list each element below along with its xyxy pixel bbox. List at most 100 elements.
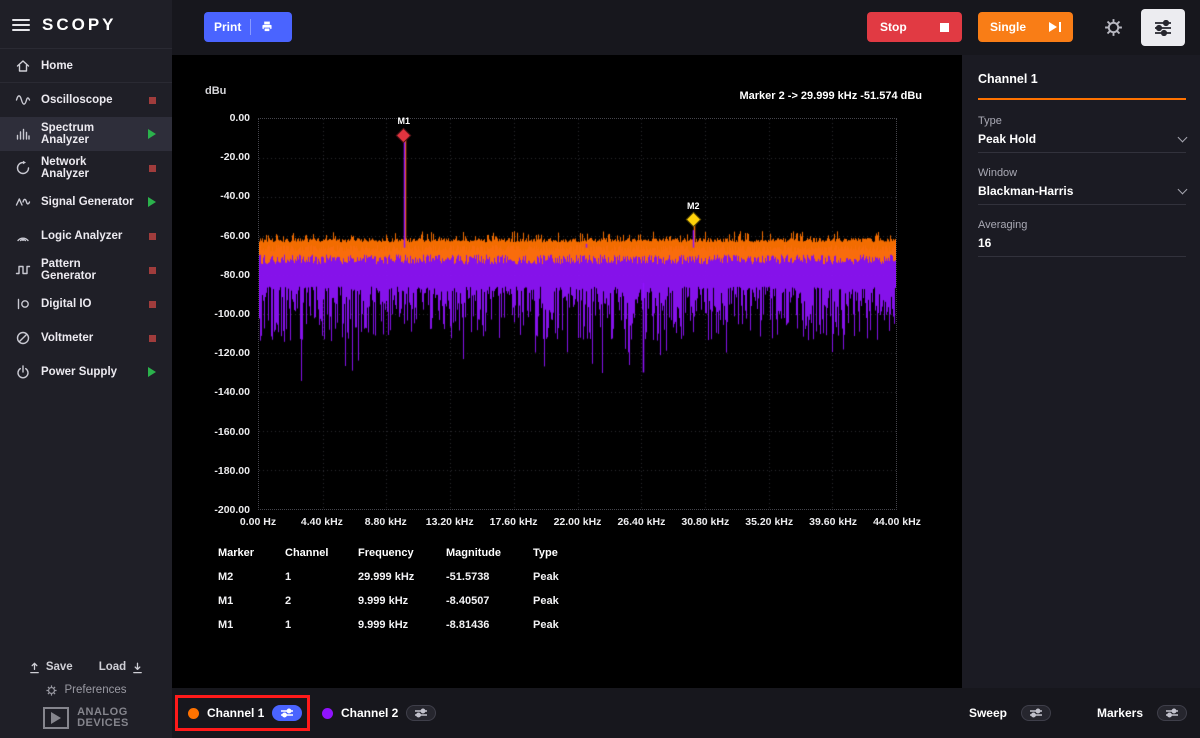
marker-table-header: Marker <box>218 547 255 559</box>
print-button[interactable]: Print <box>204 12 292 42</box>
sidebar-item-signal-generator[interactable]: Signal Generator <box>0 185 172 219</box>
sweep-label: Sweep <box>968 706 1007 720</box>
x-axis-tick-label: 39.60 kHz <box>809 516 858 528</box>
oscilloscope-icon <box>14 92 31 109</box>
adi-triangle-icon <box>43 707 70 730</box>
marker-table-cell: 9.999 kHz <box>358 595 409 607</box>
marker-readout: Marker 2 -> 29.999 kHz -51.574 dBu <box>739 90 922 102</box>
marker-table-row: M1 2 9.999 kHz -8.40507 Peak <box>218 589 593 613</box>
sidebar-item-label: Oscilloscope <box>41 94 113 106</box>
load-button[interactable]: Load <box>99 661 144 674</box>
settings-gear-button[interactable] <box>1103 17 1124 38</box>
type-select[interactable]: Peak Hold <box>978 132 1188 146</box>
x-axis-tick-label: 17.60 kHz <box>489 516 538 528</box>
scopy-logo: SCOPY <box>42 15 117 34</box>
x-axis-tick-label: 22.00 kHz <box>553 516 602 528</box>
marker-table-cell: 29.999 kHz <box>358 571 415 583</box>
markers-label: Markers <box>1096 706 1143 720</box>
chevron-down-icon <box>1177 184 1188 195</box>
type-label: Type <box>978 115 1002 127</box>
channel2-color-dot <box>322 707 333 719</box>
y-axis-tick-label: -160.00 <box>214 425 250 438</box>
stopped-square-icon[interactable] <box>146 300 158 308</box>
stopped-square-icon[interactable] <box>146 96 158 104</box>
marker-table-header: Type <box>533 547 558 559</box>
single-button[interactable]: Single <box>978 12 1073 42</box>
x-axis-tick-label: 13.20 kHz <box>425 516 474 528</box>
x-axis-tick-label: 26.40 kHz <box>617 516 666 528</box>
sidebar-home-label: Home <box>41 59 73 72</box>
marker-table-cell: Peak <box>533 571 559 583</box>
channel1-tab-underline <box>978 98 1186 100</box>
x-axis-tick-label: 30.80 kHz <box>681 516 730 528</box>
sliders-icon <box>1029 708 1042 718</box>
y-axis-tick-label: -40.00 <box>220 190 250 203</box>
averaging-input[interactable]: 16 <box>978 236 992 250</box>
channel1-settings-toggle[interactable] <box>272 705 303 721</box>
sweep-settings-toggle[interactable] <box>1020 705 1051 721</box>
y-axis-unit-label: dBu <box>205 85 227 97</box>
plot-area: dBu Marker 2 -> 29.999 kHz -51.574 dBu M… <box>172 55 962 688</box>
y-axis-tick-label: -200.00 <box>214 504 250 516</box>
marker-table-cell: 1 <box>285 571 292 583</box>
marker-table-cell: -51.5738 <box>446 571 490 583</box>
pattern-generator-icon <box>14 262 31 279</box>
channel1-tab[interactable]: Channel 1 <box>188 688 303 738</box>
stopped-square-icon[interactable] <box>146 266 158 274</box>
plot-frame <box>258 118 897 510</box>
running-play-icon[interactable] <box>146 129 158 139</box>
y-axis-tick-label: 0.00 <box>229 112 250 124</box>
sidebar-item-label: Voltmeter <box>41 332 94 344</box>
spectrum-plot-canvas[interactable] <box>259 119 896 509</box>
panel-toggle-button[interactable] <box>1141 9 1185 46</box>
averaging-label: Averaging <box>978 219 1028 231</box>
y-axis-tick-label: -20.00 <box>220 151 250 164</box>
marker-table-cell: M1 <box>218 619 234 631</box>
sidebar-item-label: Network Analyzer <box>41 156 89 180</box>
y-axis-tick-label: -180.00 <box>214 464 250 477</box>
sliders-icon <box>281 708 294 718</box>
sidebar-item-voltmeter[interactable]: Voltmeter <box>0 321 172 355</box>
running-play-icon[interactable] <box>146 197 158 207</box>
sidebar-item-digital-io[interactable]: Digital IO <box>0 287 172 321</box>
sidebar-item-power-supply[interactable]: Power Supply <box>0 355 172 389</box>
channel2-settings-toggle[interactable] <box>406 705 437 721</box>
preferences-button[interactable]: Preferences <box>0 680 172 701</box>
window-select[interactable]: Blackman-Harris <box>978 184 1188 198</box>
sidebar-item-spectrum-analyzer[interactable]: Spectrum Analyzer <box>0 117 172 151</box>
marker-table-row: M2 1 29.999 kHz -51.5738 Peak <box>218 565 593 589</box>
stopped-square-icon[interactable] <box>146 232 158 240</box>
y-axis-tick-label: -100.00 <box>214 308 250 320</box>
sidebar-item-home[interactable]: Home <box>0 49 172 83</box>
marker-table-cell: M2 <box>218 571 234 583</box>
running-play-icon[interactable] <box>146 367 158 377</box>
x-axis-tick-label: 44.00 kHz <box>873 516 921 528</box>
y-axis-tick-label: -80.00 <box>220 268 250 281</box>
marker-table-header: Channel <box>285 547 329 559</box>
sidebar-item-oscilloscope[interactable]: Oscilloscope <box>0 83 172 117</box>
x-axis-tick-label: 0.00 Hz <box>239 516 277 528</box>
sidebar-item-network-analyzer[interactable]: Network Analyzer <box>0 151 172 185</box>
voltmeter-icon <box>14 330 31 347</box>
menu-hamburger-icon[interactable] <box>12 19 30 31</box>
plot-marker-label: M1 <box>397 116 410 127</box>
marker-table-cell: M1 <box>218 595 234 607</box>
gear-icon <box>1105 19 1122 36</box>
marker-table-header: Magnitude <box>446 547 501 559</box>
sidebar-item-pattern-generator[interactable]: Pattern Generator <box>0 253 172 287</box>
marker-table-header: Frequency <box>358 547 414 559</box>
sliders-icon <box>1166 708 1178 718</box>
stop-button[interactable]: Stop <box>867 12 962 42</box>
channel2-tab[interactable]: Channel 2 <box>322 688 437 738</box>
stopped-square-icon[interactable] <box>146 334 158 342</box>
stopped-square-icon[interactable] <box>146 164 158 172</box>
marker-table-cell: Peak <box>533 619 559 631</box>
y-axis-tick-label: -140.00 <box>214 386 250 399</box>
sidebar-item-logic-analyzer[interactable]: Logic Analyzer <box>0 219 172 253</box>
markers-settings-toggle[interactable] <box>1157 705 1187 721</box>
marker-table-cell: -8.81436 <box>446 619 490 631</box>
save-button[interactable]: Save <box>28 661 73 674</box>
sliders-icon <box>1155 19 1171 36</box>
sliders-icon <box>415 708 428 718</box>
